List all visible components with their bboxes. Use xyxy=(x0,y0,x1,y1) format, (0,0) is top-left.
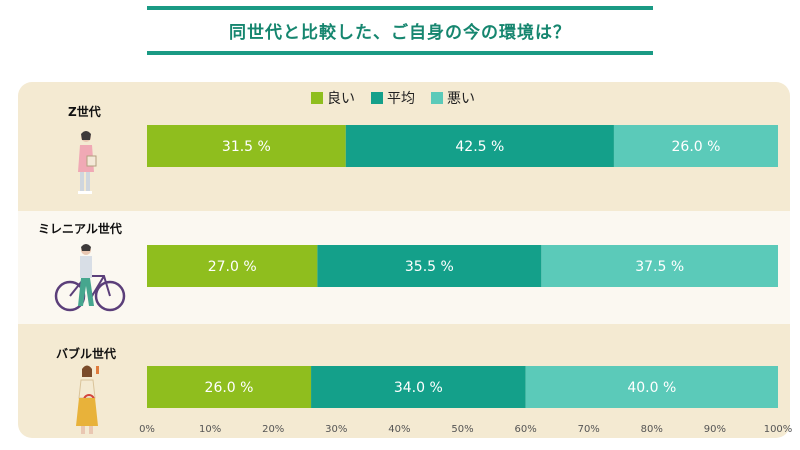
legend-label-average: 平均 xyxy=(387,91,415,107)
bars-group: 31.5 % 42.5 % 26.0 % 27.0 % 35.5 % 37.5 % 26.0… xyxy=(147,125,778,408)
category-label-gen-z: Z世代 xyxy=(68,105,101,119)
legend-item-average: 平均 xyxy=(371,88,415,108)
gen-z-person-illustration xyxy=(78,131,97,194)
x-tick-label: 10% xyxy=(199,424,221,435)
legend-item-bad: 悪い xyxy=(431,88,475,108)
bar-bubble-bad xyxy=(525,366,778,408)
legend: 良い 平均 悪い xyxy=(311,88,475,108)
bar-label-bubble-bad: 40.0 % xyxy=(627,380,676,396)
legend-label-good: 良い xyxy=(327,91,355,107)
x-tick-label: 0% xyxy=(139,424,155,435)
legend-swatch-bad xyxy=(431,92,443,104)
x-tick-label: 30% xyxy=(325,424,347,435)
legend-label-bad: 悪い xyxy=(447,91,475,107)
x-tick-label: 20% xyxy=(262,424,284,435)
bar-label-millennial-average: 35.5 % xyxy=(405,259,454,275)
bar-label-gen-z-good: 31.5 % xyxy=(222,139,271,155)
x-tick-label: 80% xyxy=(641,424,663,435)
bar-gen-z-average xyxy=(345,125,614,167)
bar-label-millennial-bad: 37.5 % xyxy=(635,259,684,275)
x-axis-ticks: 0% 10% 20% 30% 40% 50% 60% 70% 80% 90% 100% xyxy=(139,424,792,435)
bar-bubble-good xyxy=(147,366,312,408)
bar-millennial-bad xyxy=(541,245,778,287)
bar-millennial-good xyxy=(147,245,318,287)
legend-item-good: 良い xyxy=(311,88,355,108)
bar-label-millennial-good: 27.0 % xyxy=(208,259,257,275)
title-rule-top xyxy=(147,6,653,10)
bar-label-gen-z-average: 42.5 % xyxy=(455,139,504,155)
title-rule-bottom xyxy=(147,51,653,55)
x-tick-label: 70% xyxy=(578,424,600,435)
x-tick-label: 100% xyxy=(764,424,793,435)
bar-label-gen-z-bad: 26.0 % xyxy=(672,139,721,155)
bar-gen-z-good xyxy=(147,125,346,167)
x-tick-label: 90% xyxy=(704,424,726,435)
chart-title: 同世代と比較した、ご自身の今の環境は？ xyxy=(229,23,571,43)
bar-gen-z-bad xyxy=(613,125,778,167)
bar-millennial-average xyxy=(317,245,542,287)
chart-title-block: 同世代と比較した、ご自身の今の環境は？ xyxy=(147,6,653,56)
legend-swatch-good xyxy=(311,92,323,104)
legend-swatch-average xyxy=(371,92,383,104)
bar-bubble-average xyxy=(311,366,526,408)
x-tick-label: 60% xyxy=(514,424,536,435)
category-label-bubble: バブル世代 xyxy=(56,347,117,361)
bar-label-bubble-average: 34.0 % xyxy=(394,380,443,396)
bubble-person-illustration xyxy=(76,365,99,434)
x-tick-label: 50% xyxy=(451,424,473,435)
bar-label-bubble-good: 26.0 % xyxy=(205,380,254,396)
x-tick-label: 40% xyxy=(388,424,410,435)
millennial-bicycle-illustration xyxy=(54,244,126,312)
category-label-millennial: ミレニアル世代 xyxy=(38,222,122,236)
